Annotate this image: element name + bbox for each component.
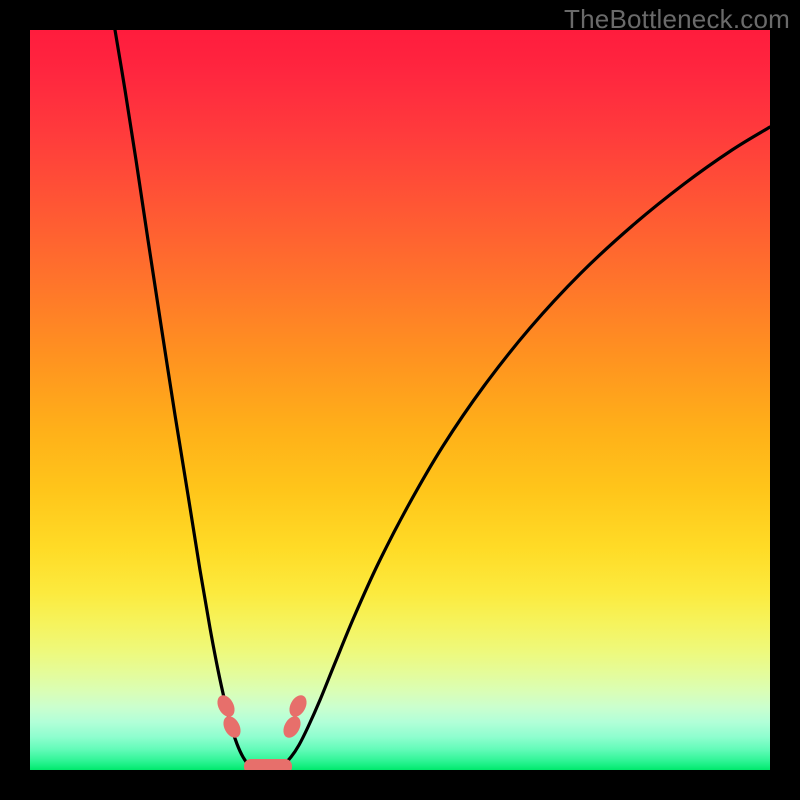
curve-minimum-marker	[244, 759, 292, 770]
plot-area	[30, 30, 770, 770]
chart-stage: TheBottleneck.com	[0, 0, 800, 800]
gradient-background	[30, 30, 770, 770]
watermark-text: TheBottleneck.com	[564, 4, 790, 35]
bottleneck-curve-chart	[30, 30, 770, 770]
